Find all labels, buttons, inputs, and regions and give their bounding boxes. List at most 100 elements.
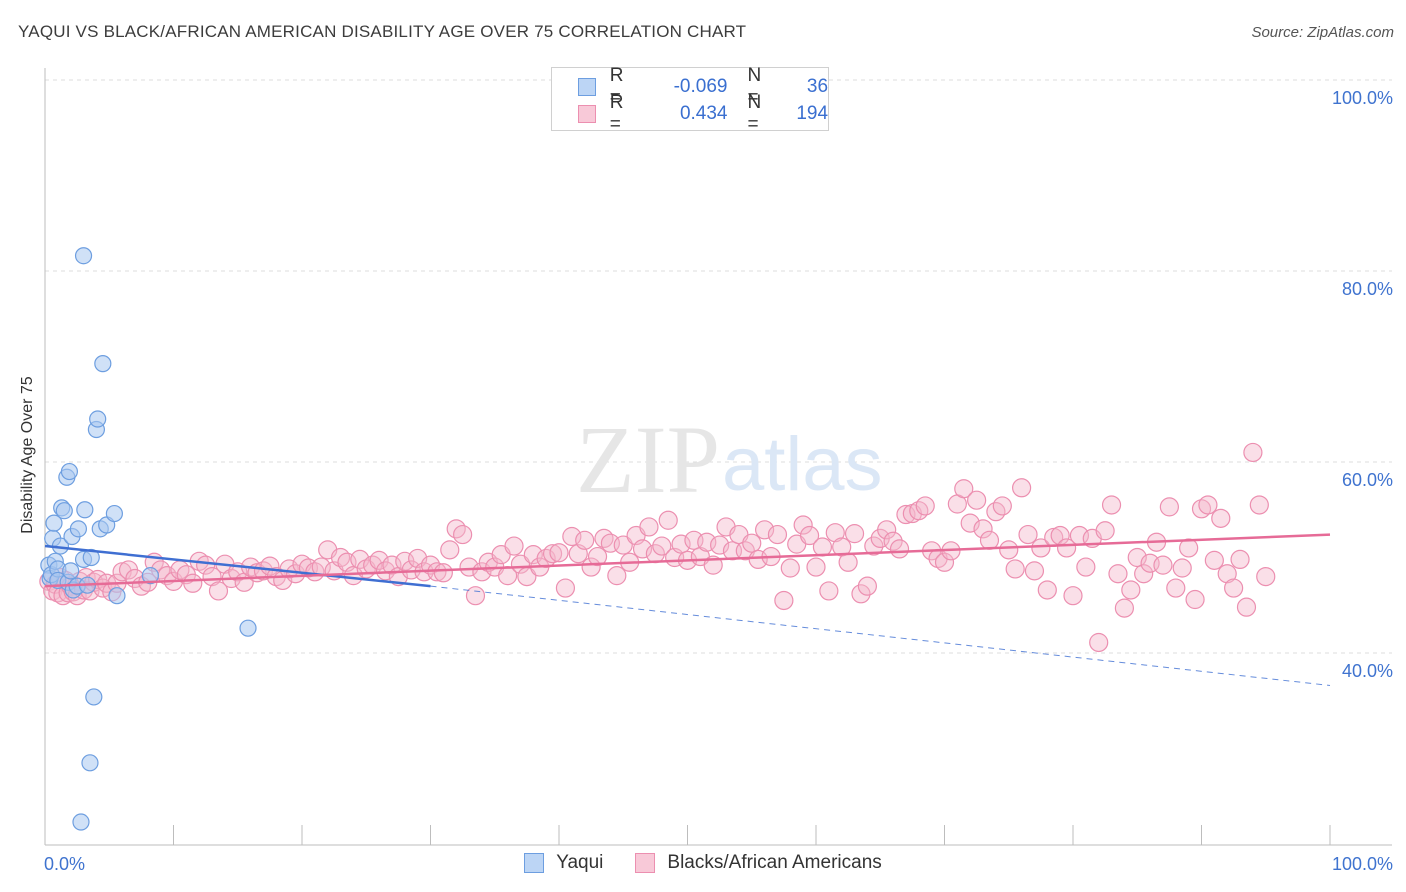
black-point-164 — [1031, 538, 1051, 558]
black-point-103 — [639, 517, 659, 537]
black-point-125 — [780, 558, 800, 578]
black-point-158 — [992, 496, 1012, 516]
yaqui-trend-line — [44, 544, 431, 588]
yaqui-point-18 — [69, 520, 88, 538]
yaqui-n-value: 36 — [806, 76, 829, 97]
black-point-85 — [523, 545, 543, 565]
yaqui-point-22 — [76, 501, 94, 519]
black-n-label: N = — [747, 92, 762, 135]
black-point-194 — [1224, 578, 1244, 598]
black-point-188 — [1185, 589, 1205, 610]
black-point-159 — [999, 540, 1019, 560]
black-point-196 — [1236, 597, 1257, 617]
yaqui-point-26 — [85, 688, 103, 706]
legend-label-yaqui: Yaqui — [556, 852, 604, 873]
black-point-123 — [767, 524, 788, 545]
black-point-90 — [555, 578, 576, 598]
stats-legend: R = -0.069 N = 36 R = 0.434 N = 194 — [551, 65, 829, 135]
yaqui-point-28 — [89, 410, 107, 428]
black-point-197 — [1243, 442, 1263, 463]
black-point-187 — [1179, 538, 1199, 558]
black-point-36 — [208, 581, 229, 601]
yaqui-r-value: -0.069 — [673, 76, 728, 97]
yaqui-point-14 — [62, 562, 80, 580]
black-point-154 — [967, 490, 987, 510]
black-point-135 — [844, 524, 865, 544]
yaqui-point-25 — [82, 548, 100, 567]
black-point-185 — [1166, 578, 1186, 598]
black-point-178 — [1121, 580, 1141, 600]
yaqui-point-32 — [105, 504, 123, 523]
yaqui-point-35 — [239, 619, 257, 637]
watermark-zip: ZIP — [576, 406, 720, 513]
black-point-143 — [896, 504, 916, 525]
yaqui-point-33 — [108, 587, 126, 605]
black-point-95 — [587, 546, 608, 567]
black-point-34 — [196, 555, 216, 575]
yaqui-points — [40, 247, 257, 831]
source-credit: Source: ZipAtlas.com — [1251, 24, 1394, 41]
black-point-32 — [183, 573, 203, 593]
chart-title: YAQUI VS BLACK/AFRICAN AMERICAN DISABILI… — [18, 22, 747, 41]
black-point-76 — [465, 586, 486, 606]
black-point-160 — [1005, 559, 1025, 579]
black-point-121 — [754, 520, 775, 540]
trend-lines — [44, 533, 1331, 686]
yaqui-point-21 — [74, 247, 93, 265]
stats-row-black: R = 0.434 N = 194 — [578, 92, 829, 135]
tick-labels: 40.0% 60.0% 80.0% 100.0% 0.0% 100.0% — [44, 88, 1393, 874]
black-point-146 — [915, 496, 935, 516]
y-tick-label-100: 100.0% — [1332, 88, 1393, 108]
black-point-136 — [851, 584, 871, 604]
x-tick-label-min: 0.0% — [44, 854, 85, 874]
black-point-63 — [382, 555, 402, 575]
yaqui-swatch — [578, 78, 596, 96]
black-point-198 — [1249, 495, 1269, 515]
black-point-119 — [742, 533, 762, 553]
black-point-88 — [542, 544, 563, 564]
black-swatch — [578, 105, 596, 123]
black-point-83 — [510, 554, 531, 574]
black-point-176 — [1108, 564, 1128, 584]
black-r-label: R = — [609, 92, 624, 135]
black-point-134 — [838, 552, 858, 572]
black-point-72 — [440, 540, 460, 560]
black-point-183 — [1153, 555, 1173, 575]
black-point-191 — [1204, 550, 1224, 570]
axes — [44, 68, 1392, 846]
black-point-141 — [883, 531, 903, 551]
grid-lines — [45, 79, 1392, 654]
black-point-177 — [1114, 598, 1135, 618]
watermark-atlas: atlas — [722, 422, 883, 507]
yaqui-point-13 — [60, 462, 79, 481]
black-n-value: 194 — [796, 103, 829, 124]
black-point-131 — [819, 581, 839, 601]
x-tick-label-max: 100.0% — [1332, 854, 1393, 874]
black-point-128 — [799, 525, 820, 546]
black-point-171 — [1076, 557, 1096, 577]
black-point-186 — [1172, 558, 1192, 578]
yaqui-point-24 — [81, 754, 99, 772]
legend-item-yaqui: Yaqui — [524, 852, 603, 874]
black-point-82 — [504, 536, 524, 556]
yaqui-trend-extension — [430, 585, 1331, 686]
black-point-102 — [632, 539, 653, 559]
black-point-195 — [1230, 549, 1250, 570]
legend-swatch-black — [635, 853, 656, 873]
black-point-149 — [934, 552, 955, 572]
stats-row-yaqui: R = -0.069 N = 36 — [578, 65, 829, 108]
y-tick-label-40: 40.0% — [1342, 661, 1393, 681]
black-point-99 — [613, 535, 633, 555]
black-point-163 — [1024, 561, 1045, 581]
black-r-value: 0.434 — [679, 103, 728, 124]
black-point-61 — [369, 550, 389, 570]
black-point-156 — [979, 530, 1000, 550]
black-point-180 — [1134, 564, 1154, 584]
black-point-91 — [562, 526, 582, 547]
yaqui-point-34 — [141, 567, 159, 585]
yaqui-n-label: N = — [747, 65, 762, 108]
black-point-168 — [1056, 538, 1077, 558]
black-point-89 — [549, 543, 569, 563]
black-point-199 — [1256, 566, 1276, 587]
